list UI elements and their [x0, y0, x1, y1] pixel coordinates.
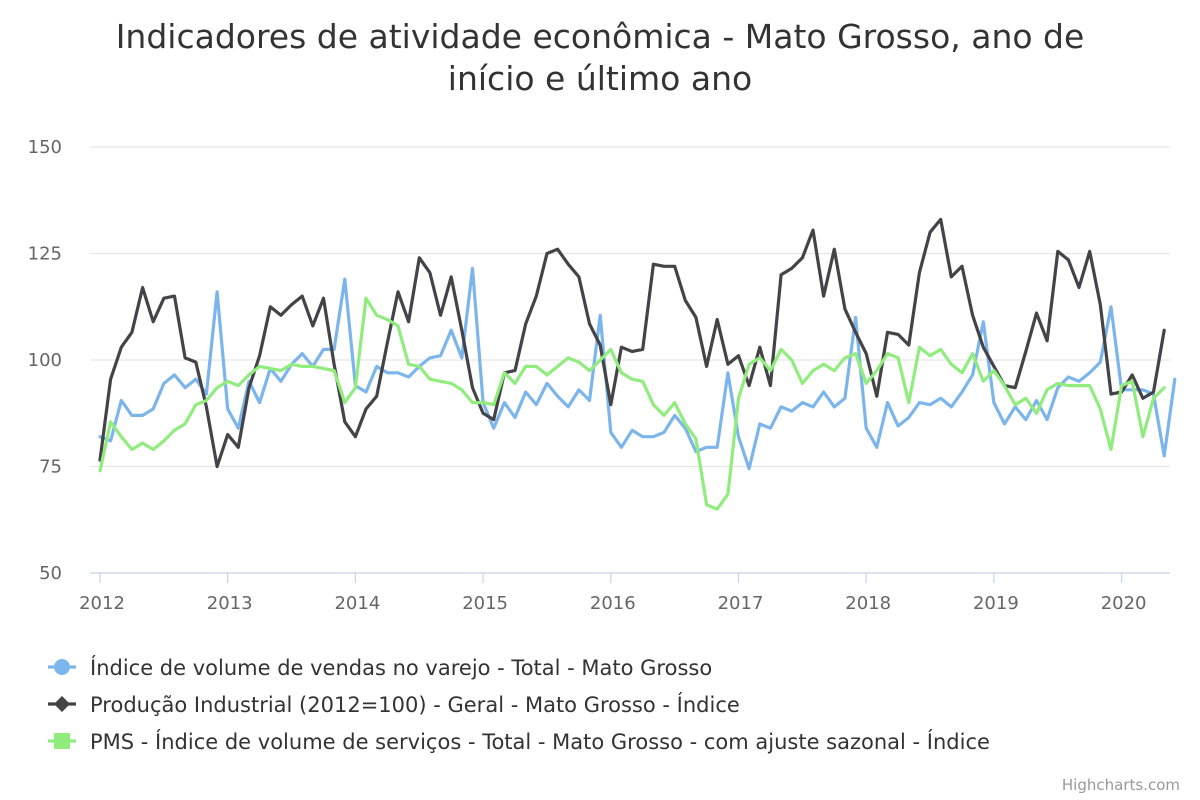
legend-label-3: PMS - Índice de volume de serviços - Tot… [90, 729, 990, 754]
legend-item-1[interactable]: Índice de volume de vendas no varejo - T… [48, 655, 712, 680]
x-tick-label-2019: 2019 [973, 593, 1019, 614]
chart-title-line-1: Indicadores de atividade econômica - Mat… [116, 17, 1085, 56]
y-tick-label-100: 100 [28, 350, 62, 371]
series-line-3 [98, 296, 1166, 511]
x-tick-label-2015: 2015 [462, 593, 508, 614]
legend-marker-square [54, 733, 70, 749]
chart-title-line-2: início e último ano [448, 59, 752, 98]
x-tick-label-2012: 2012 [79, 593, 125, 614]
y-tick-label-50: 50 [39, 563, 62, 584]
x-tick-label-2013: 2013 [207, 593, 253, 614]
y-axis-labels: 50 75 100 125 150 [28, 137, 62, 584]
x-axis: 2012 2013 2014 2015 2016 2017 2018 2019 2020 [79, 572, 1170, 614]
legend: Índice de volume de vendas no varejo - T… [48, 655, 990, 754]
plot-area [98, 217, 1177, 511]
y-tick-label-75: 75 [39, 457, 62, 478]
legend-marker-circle [54, 659, 70, 675]
x-tick-label-2017: 2017 [718, 593, 764, 614]
series-line-2 [98, 217, 1166, 469]
legend-label-2: Produção Industrial (2012=100) - Geral -… [90, 692, 740, 717]
series-line-1 [98, 266, 1177, 471]
x-tick-label-2018: 2018 [845, 593, 891, 614]
y-tick-label-150: 150 [28, 137, 62, 158]
legend-marker-diamond [54, 696, 70, 712]
gridlines [90, 146, 1170, 574]
y-tick-label-125: 125 [28, 244, 62, 265]
x-tick-label-2016: 2016 [590, 593, 636, 614]
x-tick-label-2014: 2014 [334, 593, 380, 614]
legend-label-1: Índice de volume de vendas no varejo - T… [90, 655, 712, 680]
legend-item-2[interactable]: Produção Industrial (2012=100) - Geral -… [48, 692, 740, 717]
x-tick-label-2020: 2020 [1101, 593, 1147, 614]
chart-title: Indicadores de atividade econômica - Mat… [116, 17, 1085, 98]
credits-link[interactable]: Highcharts.com [1062, 776, 1180, 794]
legend-item-3[interactable]: PMS - Índice de volume de serviços - Tot… [48, 729, 990, 754]
